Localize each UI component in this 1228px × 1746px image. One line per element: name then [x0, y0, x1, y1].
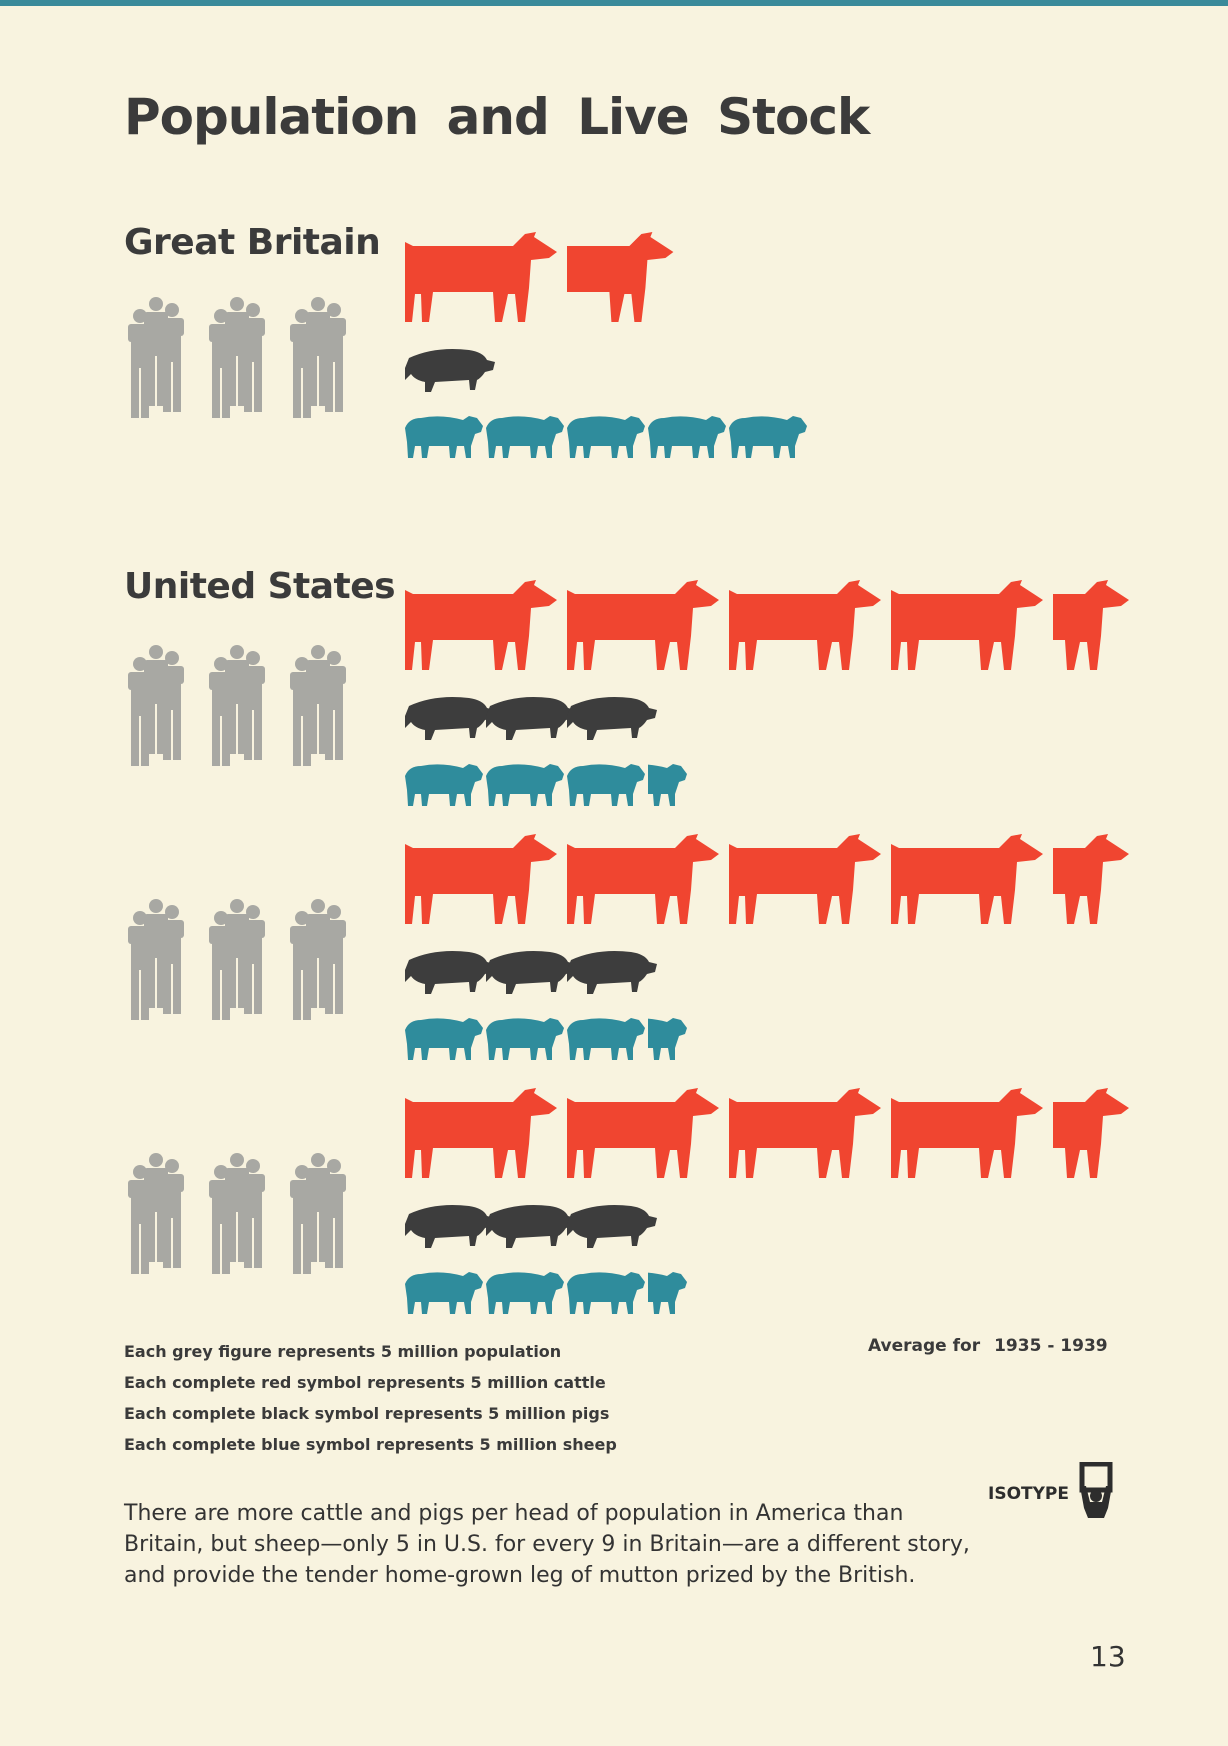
isotype-chart [128, 232, 1129, 1314]
cattle-symbol [405, 580, 557, 670]
legend-population: Each grey figure represents 5 million po… [124, 1342, 562, 1361]
population-symbol [241, 303, 265, 412]
legend-pigs: Each complete black symbol represents 5 … [124, 1404, 610, 1423]
cattle-symbol [729, 834, 881, 924]
average-label: Average for [868, 1336, 981, 1356]
sheep-symbol [567, 1018, 645, 1060]
isotype-label: ISOTYPE [988, 1484, 1069, 1504]
population-figures [128, 645, 346, 766]
population-symbol [322, 905, 346, 1014]
pigs-symbol [405, 1205, 495, 1248]
isotype-mark: ISOTYPE [988, 1462, 1138, 1522]
isotype-logo-icon [1079, 1462, 1113, 1518]
average-period: Average for 1935 - 1939 [868, 1336, 1108, 1356]
cattle-symbol [567, 834, 719, 924]
population-symbol [322, 303, 346, 412]
pigs-symbol [567, 951, 657, 994]
pigs-symbol [486, 697, 576, 740]
sheep-symbol [405, 1272, 483, 1314]
sheep-symbol [486, 1018, 564, 1060]
sheep-symbol [486, 1272, 564, 1314]
cattle-symbol [729, 1088, 881, 1178]
sheep-symbol [405, 416, 483, 458]
sheep-symbol [405, 1018, 483, 1060]
legend-sheep: Each complete blue symbol represents 5 m… [124, 1435, 617, 1454]
legend: Each grey figure represents 5 million po… [124, 1336, 617, 1460]
pigs-symbol [567, 697, 657, 740]
sheep-symbol [567, 416, 645, 458]
population-figures [128, 297, 346, 418]
sheep-symbol [486, 416, 564, 458]
population-symbol [322, 651, 346, 760]
cattle-symbol [891, 834, 1043, 924]
page-number: 13 [1090, 1640, 1126, 1673]
pigs-symbol [567, 1205, 657, 1248]
cattle-symbol [567, 1088, 719, 1178]
sheep-symbol [405, 764, 483, 806]
population-symbol [160, 651, 184, 760]
cattle-symbol [405, 834, 557, 924]
sheep-symbol [567, 764, 645, 806]
pigs-symbol [405, 349, 495, 392]
cattle-symbol [729, 580, 881, 670]
sheep-symbol [567, 1272, 645, 1314]
page-top-edge [0, 0, 1228, 6]
page-title: Population and Live Stock [124, 88, 870, 146]
sheep-symbol [729, 416, 807, 458]
sheep-symbol [486, 764, 564, 806]
country-label-great-britain: Great Britain [124, 222, 381, 263]
pigs-symbol [405, 697, 495, 740]
caption-text: There are more cattle and pigs per head … [124, 1501, 970, 1588]
cattle-symbol [891, 580, 1043, 670]
population-symbol [160, 905, 184, 1014]
country-label-united-states: United States [124, 566, 396, 607]
cattle-symbol [891, 1088, 1043, 1178]
population-figures [128, 899, 346, 1020]
pigs-symbol [405, 951, 495, 994]
average-years: 1935 - 1939 [994, 1336, 1108, 1356]
cattle-symbol [567, 580, 719, 670]
population-symbol [160, 1159, 184, 1268]
cattle-symbol [405, 1088, 557, 1178]
population-symbol [241, 651, 265, 760]
population-figures [128, 1153, 346, 1274]
legend-cattle: Each complete red symbol represents 5 mi… [124, 1373, 606, 1392]
cattle-symbol [405, 232, 557, 322]
population-symbol [322, 1159, 346, 1268]
sheep-symbol [648, 416, 726, 458]
population-symbol [160, 303, 184, 412]
pigs-symbol [486, 951, 576, 994]
population-symbol [241, 905, 265, 1014]
population-symbol [241, 1159, 265, 1268]
pigs-symbol [486, 1205, 576, 1248]
